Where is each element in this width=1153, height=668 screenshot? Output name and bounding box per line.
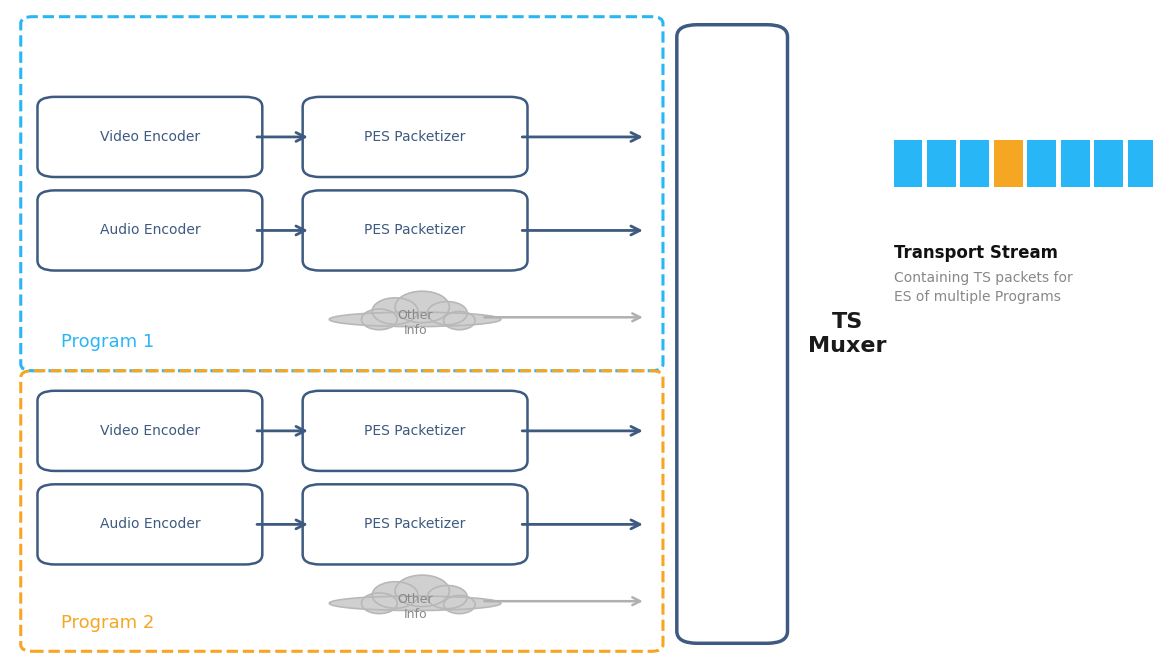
Circle shape [428, 301, 467, 325]
Circle shape [395, 291, 450, 323]
Text: Transport Stream: Transport Stream [894, 244, 1057, 262]
Text: Audio Encoder: Audio Encoder [99, 224, 201, 237]
Text: Video Encoder: Video Encoder [100, 424, 199, 438]
FancyBboxPatch shape [302, 97, 527, 177]
FancyBboxPatch shape [677, 25, 787, 643]
FancyBboxPatch shape [302, 190, 527, 271]
Text: PES Packetizer: PES Packetizer [364, 518, 466, 531]
Text: PES Packetizer: PES Packetizer [364, 130, 466, 144]
FancyBboxPatch shape [37, 190, 263, 271]
Bar [1061, 140, 1090, 187]
FancyBboxPatch shape [37, 97, 263, 177]
Text: Other
Info: Other Info [398, 309, 432, 337]
Circle shape [361, 309, 397, 330]
Text: Containing TS packets for
ES of multiple Programs: Containing TS packets for ES of multiple… [894, 271, 1072, 304]
Text: PES Packetizer: PES Packetizer [364, 224, 466, 237]
Circle shape [395, 575, 450, 607]
Circle shape [444, 595, 475, 614]
Text: Other
Info: Other Info [398, 593, 432, 621]
Circle shape [361, 593, 397, 614]
Bar [927, 140, 956, 187]
Ellipse shape [330, 596, 500, 611]
Circle shape [428, 585, 467, 609]
Text: TS
Muxer: TS Muxer [808, 313, 887, 355]
Bar [1094, 140, 1123, 187]
Bar [994, 140, 1023, 187]
Bar [960, 140, 989, 187]
Text: Program 2: Program 2 [61, 614, 155, 632]
Ellipse shape [330, 312, 500, 327]
FancyBboxPatch shape [302, 391, 527, 471]
Bar [1027, 140, 1056, 187]
FancyBboxPatch shape [302, 484, 527, 564]
Circle shape [372, 582, 417, 609]
Bar [1128, 140, 1153, 187]
Text: Program 1: Program 1 [61, 333, 155, 351]
Bar [894, 140, 922, 187]
Circle shape [444, 311, 475, 330]
FancyBboxPatch shape [37, 391, 263, 471]
Text: PES Packetizer: PES Packetizer [364, 424, 466, 438]
Text: Video Encoder: Video Encoder [100, 130, 199, 144]
Circle shape [372, 298, 417, 325]
Text: Audio Encoder: Audio Encoder [99, 518, 201, 531]
FancyBboxPatch shape [37, 484, 263, 564]
